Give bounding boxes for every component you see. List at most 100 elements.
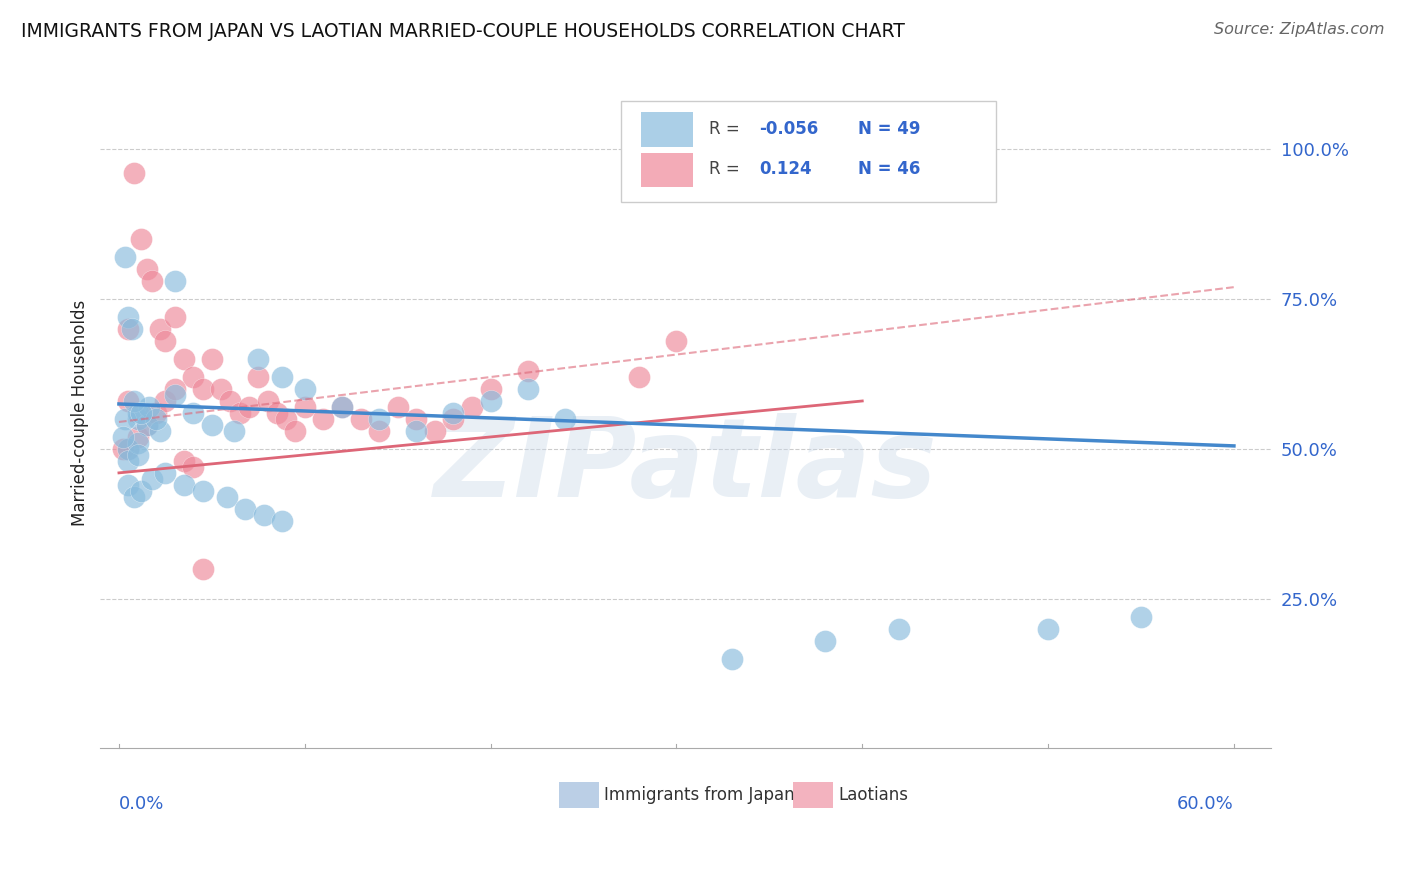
Point xyxy=(117,478,139,492)
Text: R =: R = xyxy=(709,120,745,138)
Point xyxy=(271,370,294,384)
Point xyxy=(129,232,152,246)
Point xyxy=(111,430,134,444)
Point xyxy=(479,394,502,409)
Point xyxy=(145,406,167,420)
Point xyxy=(122,394,145,409)
FancyBboxPatch shape xyxy=(641,153,693,186)
Text: N = 46: N = 46 xyxy=(858,161,920,178)
Point xyxy=(191,382,214,396)
Point xyxy=(173,352,195,367)
Point xyxy=(121,322,143,336)
FancyBboxPatch shape xyxy=(560,782,599,807)
Point xyxy=(135,417,157,432)
Point xyxy=(191,483,214,498)
Point xyxy=(229,406,252,420)
Point xyxy=(479,382,502,396)
Point xyxy=(181,370,204,384)
Point xyxy=(721,651,744,665)
Point xyxy=(149,322,172,336)
Text: ZIPatlas: ZIPatlas xyxy=(434,413,938,520)
Point xyxy=(276,412,298,426)
Point xyxy=(201,352,224,367)
Point xyxy=(155,466,177,480)
Point xyxy=(163,274,186,288)
Point xyxy=(628,370,651,384)
Point xyxy=(114,412,136,426)
Point xyxy=(141,274,163,288)
Text: Laotians: Laotians xyxy=(838,786,908,804)
Point xyxy=(330,400,353,414)
FancyBboxPatch shape xyxy=(621,101,995,202)
Point xyxy=(271,514,294,528)
FancyBboxPatch shape xyxy=(641,112,693,146)
Point xyxy=(173,454,195,468)
Point xyxy=(312,412,335,426)
Point xyxy=(368,412,391,426)
Point xyxy=(127,406,149,420)
Text: IMMIGRANTS FROM JAPAN VS LAOTIAN MARRIED-COUPLE HOUSEHOLDS CORRELATION CHART: IMMIGRANTS FROM JAPAN VS LAOTIAN MARRIED… xyxy=(21,22,905,41)
Point xyxy=(215,490,238,504)
Point xyxy=(155,334,177,348)
Point xyxy=(181,406,204,420)
Point xyxy=(461,400,484,414)
Point xyxy=(114,250,136,264)
Point xyxy=(1130,609,1153,624)
Point xyxy=(554,412,576,426)
Point xyxy=(149,424,172,438)
Point xyxy=(127,436,149,450)
Point xyxy=(233,501,256,516)
Text: Immigrants from Japan: Immigrants from Japan xyxy=(603,786,794,804)
Point xyxy=(814,633,837,648)
Point xyxy=(637,130,659,145)
Point xyxy=(1036,622,1059,636)
Point xyxy=(129,406,152,420)
FancyBboxPatch shape xyxy=(793,782,834,807)
Point xyxy=(247,370,270,384)
Point xyxy=(387,400,409,414)
Point xyxy=(423,424,446,438)
Point xyxy=(117,394,139,409)
Point xyxy=(117,310,139,324)
Point xyxy=(145,412,167,426)
Point xyxy=(173,478,195,492)
Point xyxy=(191,562,214,576)
Point xyxy=(368,424,391,438)
Point xyxy=(127,412,149,426)
Point xyxy=(889,622,911,636)
Point xyxy=(238,400,260,414)
Point xyxy=(209,382,232,396)
Point xyxy=(117,454,139,468)
Text: 0.124: 0.124 xyxy=(759,161,813,178)
Text: 60.0%: 60.0% xyxy=(1177,796,1234,814)
Point xyxy=(163,310,186,324)
Point xyxy=(266,406,288,420)
Point xyxy=(349,412,371,426)
Point xyxy=(294,382,316,396)
Point xyxy=(224,424,246,438)
Point xyxy=(135,262,157,277)
Point xyxy=(138,400,160,414)
Point xyxy=(516,382,538,396)
Point xyxy=(201,417,224,432)
Point xyxy=(122,490,145,504)
Point xyxy=(155,394,177,409)
Text: N = 49: N = 49 xyxy=(858,120,921,138)
Point xyxy=(284,424,307,438)
Text: R =: R = xyxy=(709,161,745,178)
Point xyxy=(294,400,316,414)
Point xyxy=(127,430,149,444)
Point xyxy=(219,394,242,409)
Point xyxy=(441,406,464,420)
Point xyxy=(135,417,157,432)
Point xyxy=(111,442,134,456)
Point xyxy=(665,334,688,348)
Y-axis label: Married-couple Households: Married-couple Households xyxy=(72,300,89,526)
Point xyxy=(181,459,204,474)
Point xyxy=(247,352,270,367)
Point xyxy=(163,382,186,396)
Point xyxy=(129,483,152,498)
Text: 0.0%: 0.0% xyxy=(120,796,165,814)
Point xyxy=(441,412,464,426)
Point xyxy=(516,364,538,378)
